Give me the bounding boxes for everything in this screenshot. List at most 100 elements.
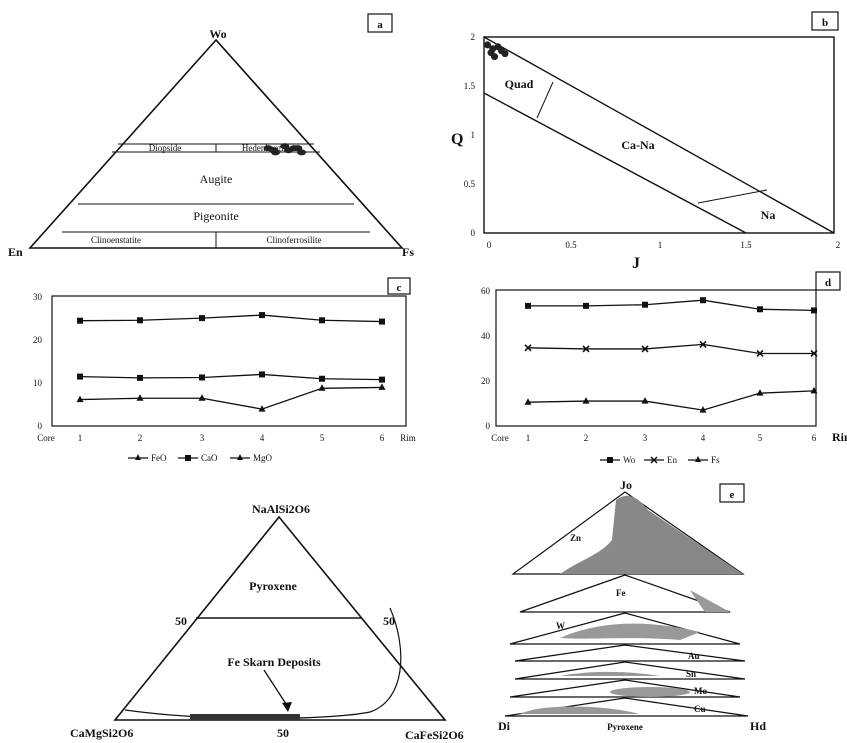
panel-f-corner-di: Di: [498, 719, 511, 733]
point-fs-4: [699, 406, 707, 413]
panel-c-xtick-core: Core: [37, 433, 55, 443]
panel-a-apex-wo: Wo: [209, 27, 226, 41]
panel-c-xtick-1: 1: [78, 433, 83, 443]
layer-w-field: [560, 623, 700, 640]
point-mgo-1: [77, 373, 83, 380]
panel-c-xtick-rim: Rim: [400, 433, 416, 443]
panel-a-field-clinoenstatite: Clinoenstatite: [91, 235, 141, 245]
point-mgo-2: [137, 374, 143, 381]
panel-f-bottom-label: Pyroxene: [607, 722, 643, 732]
panel-b-ylabel: Q: [451, 131, 463, 148]
sample-point-1: [484, 41, 491, 49]
sample-point-7: [271, 149, 281, 156]
panel-d-tag: d: [825, 277, 831, 289]
sample-point-8: [289, 145, 299, 152]
layer-au-label: Au: [688, 651, 700, 661]
panel-a-field-diopside: Diopside: [149, 143, 182, 153]
panel-b-ytick-1: 0.5: [464, 179, 476, 189]
panel-e-field-fe-skarn: Fe Skarn Deposits: [227, 655, 321, 669]
point-mgo-5: [319, 375, 325, 382]
panel-d-xtick-6: 6: [812, 433, 817, 443]
legend-marker-en: [650, 456, 658, 464]
panel-d-xtick-4: 4: [701, 433, 706, 443]
panel-b-field-quad: Quad: [505, 77, 534, 91]
panel-b-ytick-0: 0: [471, 228, 476, 238]
panel-a-field-augite: Augite: [200, 172, 233, 186]
panel-d-ytick-2: 40: [481, 331, 491, 341]
point-fs-2: [582, 397, 590, 404]
panel-a-corner-en: En: [8, 245, 23, 259]
panel-d-series: [524, 297, 818, 413]
point-feo-4: [258, 405, 266, 412]
panel-d-legend-fs: Fs: [711, 455, 720, 465]
panel-d-plot-frame: [495, 289, 817, 427]
panel-c-xtick-5: 5: [320, 433, 325, 443]
series-line-wo: [528, 299, 815, 312]
point-wo-3: [642, 301, 648, 308]
point-wo-1: [525, 302, 531, 309]
layer-zn-label: Zn: [570, 533, 581, 543]
legend-marker-cao: [185, 455, 191, 461]
point-fs-5: [756, 389, 764, 396]
point-feo-5: [318, 384, 326, 391]
panel-a-tag-box: [367, 13, 393, 33]
panel-c-ytick-0: 0: [38, 421, 43, 431]
layer-sn-label: Sn: [686, 669, 696, 679]
panel-d-legend: Wo En Fs: [600, 455, 720, 465]
layer-cu-field: [520, 706, 640, 714]
panel-b-xtick-4: 2: [836, 240, 841, 250]
layer-sn-triangle: [514, 661, 746, 680]
panel-c-plot-frame: [51, 295, 407, 427]
point-cao-2: [137, 317, 143, 324]
panel-c-legend-cao: CaO: [201, 453, 218, 463]
series-line-mgo: [79, 373, 383, 381]
point-feo-6: [378, 383, 386, 390]
panel-b-ytick-2: 1: [471, 130, 476, 140]
panel-b-xtick-1: 0.5: [565, 240, 577, 250]
panel-c-oxide-chart: c 0 10 20 30 Core 1 2 3 4 5 6 Rim FeO Ca…: [33, 277, 416, 463]
panel-c-series: [76, 312, 386, 412]
panel-f-tag: e: [730, 489, 735, 501]
panel-c-xtick-4: 4: [260, 433, 265, 443]
point-en-3: [641, 345, 649, 353]
panel-b-tag: b: [822, 17, 828, 29]
sample-point-7: [501, 50, 509, 58]
panel-d-ytick-1: 20: [481, 376, 491, 386]
legend-marker-mgo: [237, 454, 243, 460]
point-en-2: [582, 345, 590, 353]
panel-a-field-pigeonite: Pigeonite: [193, 209, 238, 223]
panel-e-tick-right: 50: [383, 614, 395, 628]
panel-d-endmember-chart: d 0 20 40 60 Core 1 2 3 4 5 6 Rim Wo En …: [481, 271, 847, 465]
point-en-4: [699, 340, 707, 348]
layer-mo-field: [610, 687, 690, 697]
point-en-5: [756, 349, 764, 358]
panel-d-legend-en: En: [667, 455, 677, 465]
panel-d-ytick-0: 0: [486, 421, 491, 431]
panel-e-apex-jd: NaAlSi2O6: [252, 502, 310, 516]
panel-d-xtick-3: 3: [643, 433, 648, 443]
layer-fe-triangle: [519, 574, 731, 613]
panel-b-qj-diagram: b Quad Ca-Na Na Q J 0 0.5 1 1.5 2 0 0.5 …: [451, 11, 841, 272]
panel-b-xlabel: J: [632, 255, 640, 272]
panel-c-ytick-3: 30: [33, 292, 43, 302]
panel-d-xtick-rim: Rim: [832, 430, 847, 444]
panel-e-arrow-line: [263, 669, 289, 708]
layer-cu-label: Cu: [694, 704, 706, 714]
panel-b-xtick-3: 1.5: [740, 240, 752, 250]
panel-e-field-pyroxene: Pyroxene: [249, 579, 297, 593]
panel-e-tick-left: 50: [175, 614, 187, 628]
panel-d-xtick-2: 2: [584, 433, 589, 443]
panel-b-divider-na: [697, 189, 768, 204]
panel-a-data-points: [263, 143, 307, 156]
point-mgo-3: [199, 374, 205, 381]
panel-c-tag-box: [387, 277, 411, 295]
panel-b-xtick-0: 0: [487, 240, 492, 250]
panel-b-boundary-upper: [483, 36, 835, 234]
panel-e-skarn-ternary: NaAlSi2O6 CaMgSi2O6 CaFeSi2O6 50 50 50 P…: [70, 502, 464, 742]
point-wo-4: [700, 297, 706, 304]
panel-e-corner-di: CaMgSi2O6: [70, 726, 133, 740]
point-mgo-6: [379, 376, 385, 383]
panel-c-tag: c: [397, 282, 402, 294]
layer-mo-label: Mo: [694, 686, 707, 696]
panel-b-tag-box: [811, 11, 839, 31]
